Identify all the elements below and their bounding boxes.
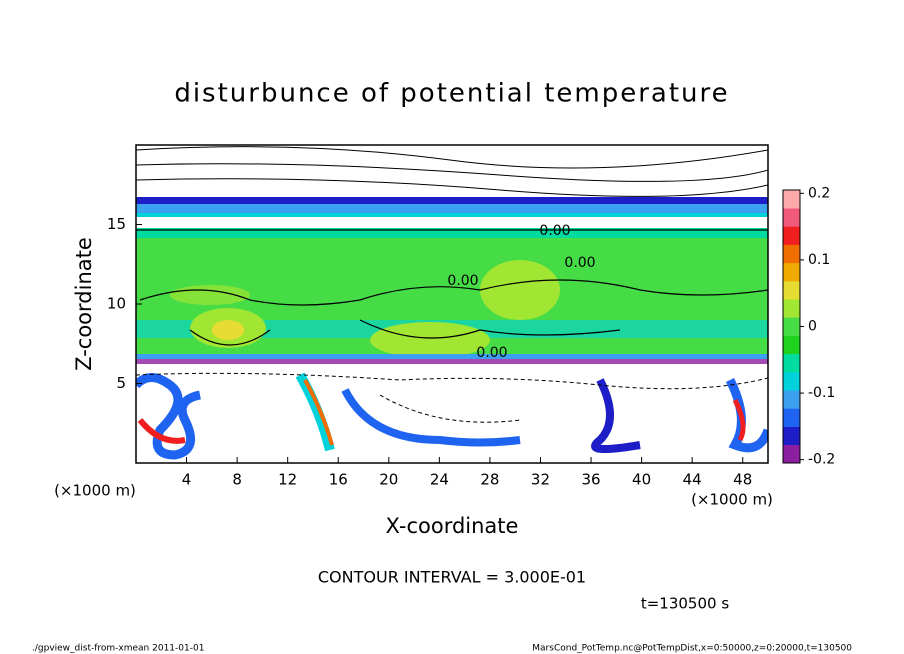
field-band	[136, 359, 768, 364]
y-tick-label: 15	[107, 215, 126, 233]
x-tick-label: 24	[430, 471, 449, 489]
contour-field	[136, 145, 768, 463]
colorbar-swatch	[783, 208, 800, 227]
time-label: t=130500 s	[641, 595, 729, 613]
contour-label: 0.00	[564, 255, 595, 271]
contour-line	[136, 229, 768, 346]
field-blob	[212, 320, 244, 340]
y-tick-label: 5	[116, 374, 126, 392]
field-blob	[370, 322, 490, 358]
x-tick-label: 28	[480, 471, 499, 489]
field-blob	[591, 378, 641, 453]
footer-left: ./gpview_dist-from-xmean 2011-01-01	[32, 644, 204, 654]
x-unit-label: (×1000 m)	[691, 491, 773, 509]
field-band	[136, 228, 768, 238]
contour-line	[136, 146, 768, 197]
x-tick-label: 4	[182, 471, 192, 489]
colorbar-swatch	[783, 299, 800, 318]
x-tick-label: 40	[632, 471, 651, 489]
field-blob	[732, 398, 746, 442]
colorbar-tick-label: 0	[808, 319, 817, 335]
contour-line	[136, 372, 768, 423]
x-tick-label: 48	[733, 471, 752, 489]
field-band	[136, 197, 768, 204]
field-band	[136, 354, 768, 359]
contour-label: 0.00	[447, 273, 478, 289]
field-blob	[136, 373, 202, 460]
field-band	[136, 204, 768, 213]
colorbar-swatch	[783, 262, 800, 282]
y-axis-label: Z-coordinate	[72, 237, 96, 371]
colorbar-swatch	[783, 353, 800, 373]
colorbar-swatch	[783, 408, 800, 427]
contour-interval: CONTOUR INTERVAL = 3.000E-01	[318, 568, 586, 587]
colorbar-tick-label: 0.2	[808, 185, 830, 201]
x-tick-label: 8	[232, 471, 242, 489]
colorbar-swatch	[783, 335, 800, 355]
colorbar-swatch	[783, 444, 800, 464]
colorbar-swatch	[783, 190, 800, 209]
colorbar-swatch	[783, 226, 800, 245]
field-blob	[170, 285, 250, 305]
colorbar-swatch	[783, 317, 800, 336]
colorbar-swatch	[783, 244, 800, 264]
x-axis-label: X-coordinate	[386, 514, 519, 538]
field-blob	[341, 388, 521, 447]
x-tick-label: 36	[581, 471, 600, 489]
field-blob	[137, 418, 186, 444]
x-tick-label: 32	[531, 471, 550, 489]
colorbar-swatch	[783, 390, 800, 409]
colorbar-tick-label: -0.2	[808, 452, 835, 468]
colorbar-swatch	[783, 426, 800, 446]
colorbar-tick-label: 0.1	[808, 252, 830, 268]
y-tick-label: 10	[107, 295, 126, 313]
footer-right: MarsCond_PotTemp.nc@PotTempDist,x=0:5000…	[532, 644, 852, 654]
x-tick-label: 44	[683, 471, 702, 489]
y-unit-label: (×1000 m)	[54, 482, 136, 500]
x-tick-label: 20	[379, 471, 398, 489]
contour-label: 0.00	[539, 223, 570, 239]
field-band	[136, 213, 768, 217]
x-tick-label: 16	[329, 471, 348, 489]
x-tick-label: 12	[278, 471, 297, 489]
colorbar-swatch	[783, 372, 800, 391]
field-blob	[303, 379, 334, 446]
colorbar-swatch	[783, 281, 800, 300]
contour-label: 0.00	[476, 345, 507, 361]
chart-title: disturbunce of potential temperature	[174, 79, 729, 109]
field-blob	[480, 260, 560, 320]
colorbar-tick-label: -0.1	[808, 385, 835, 401]
